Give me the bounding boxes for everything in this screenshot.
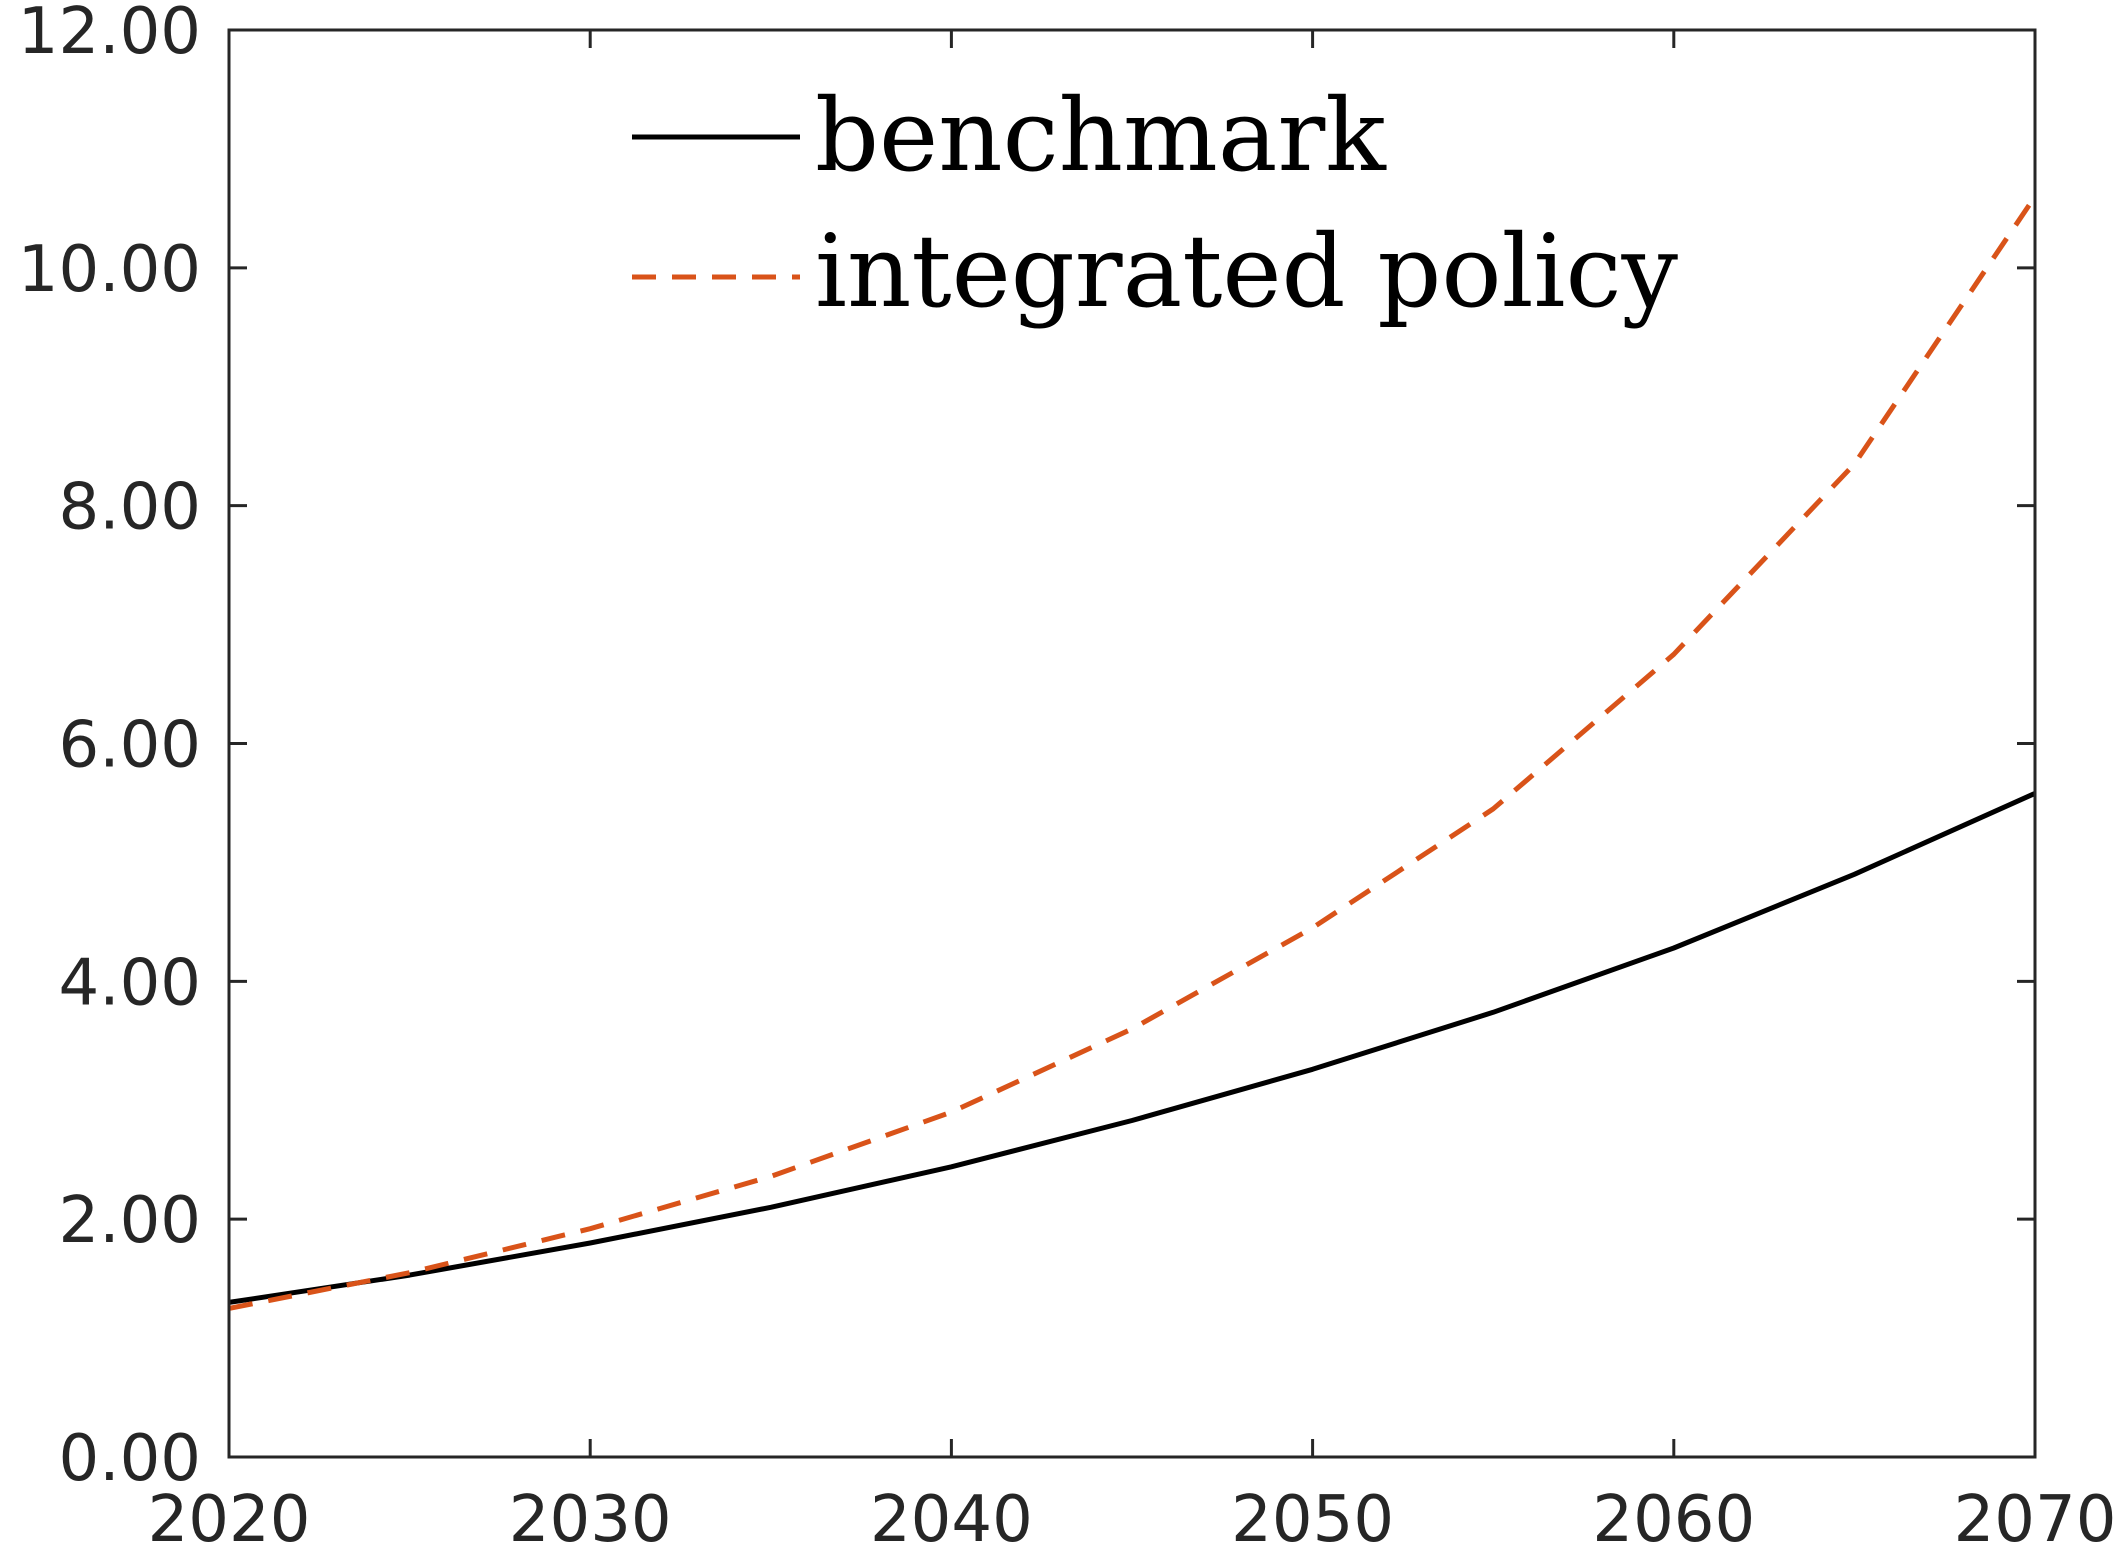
- y-tick-label: 10.00: [18, 233, 201, 307]
- y-tick-label: 4.00: [59, 946, 202, 1020]
- series-line-benchmark: [228, 791, 2037, 1305]
- y-tick-label: 2.00: [59, 1184, 202, 1258]
- series-line-integrated-policy: [228, 195, 2038, 1311]
- x-tick-label: 2060: [1592, 1483, 1755, 1554]
- legend: benchmark integrated policy: [632, 77, 1679, 330]
- y-tick-labels: 0.00 2.00 4.00 6.00 8.00 10.00 12.00: [18, 0, 201, 1496]
- plot-series: [228, 195, 2038, 1311]
- x-tick-labels: 2020 2030 2040 2050 2060 2070: [148, 1483, 2117, 1554]
- legend-label-integrated-policy: integrated policy: [815, 213, 1679, 330]
- plot-area-frame: [227, 28, 2037, 1459]
- y-tick-label: 6.00: [59, 709, 202, 783]
- x-tick-label: 2070: [1954, 1483, 2117, 1554]
- x-tick-label: 2040: [870, 1483, 1033, 1554]
- legend-label-benchmark: benchmark: [815, 77, 1387, 194]
- x-tick-label: 2050: [1231, 1483, 1394, 1554]
- x-tick-label: 2030: [509, 1483, 672, 1554]
- y-tick-label: 12.00: [18, 0, 201, 69]
- y-tick-label: 0.00: [59, 1422, 202, 1496]
- x-tick-label: 2020: [148, 1483, 311, 1554]
- y-tick-label: 8.00: [59, 471, 202, 545]
